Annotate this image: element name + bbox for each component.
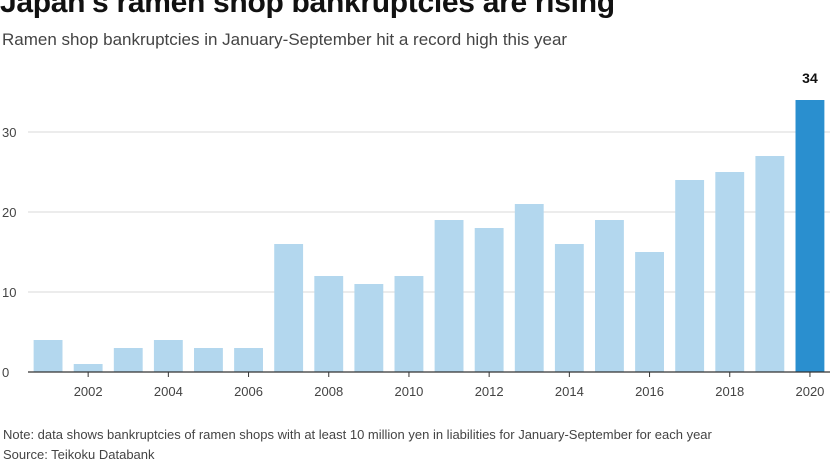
x-tick-label: 2012 [475,384,504,399]
y-axis-ticks: 0 10 20 30 [2,125,16,380]
bar-2012 [474,228,504,372]
chart-title: Japan's ramen shop bankruptcies are risi… [0,0,615,19]
x-axis-ticks: 2002 2004 2006 2008 2010 2012 2014 2016 2018 2020 [28,371,830,399]
y-tick-label: 10 [2,285,16,300]
bars [33,100,825,372]
bar-2006 [234,348,263,372]
source-note: Source: Teikoku Databank [3,447,155,462]
y-tick-label: 20 [2,205,16,220]
y-tick-label: 30 [2,125,16,140]
bar-2001 [33,340,63,372]
bar-2013 [514,204,544,372]
data-labels: 34 [802,70,818,86]
footnote: Note: data shows bankruptcies of ramen s… [3,427,712,442]
bar-2018 [715,172,745,372]
grid-lines [28,131,830,293]
bar-2008 [314,276,344,372]
x-tick-label: 2006 [234,384,263,399]
bar-2002 [73,364,103,372]
x-tick-label: 2008 [314,384,343,399]
bar-2010 [394,276,424,372]
bar-2019 [755,156,785,372]
bar-2003 [113,348,143,372]
bar-2009 [354,284,384,372]
data-label-max: 34 [802,70,818,86]
bar-2007 [274,244,304,372]
x-tick-label: 2020 [795,384,824,399]
bar-chart: 0 10 20 30 2002 2004 2006 2008 2010 2012 2014 2016… [2,70,830,399]
x-tick-label: 2016 [635,384,664,399]
bar-2005 [194,348,223,372]
x-tick-label: 2004 [154,384,183,399]
bar-2015 [595,220,624,372]
bar-2017 [675,180,705,372]
bar-2016 [635,252,664,372]
x-tick-label: 2018 [715,384,744,399]
bar-2020 [795,100,825,372]
y-tick-label: 0 [2,365,9,380]
bar-2004 [153,340,183,372]
chart-subtitle: Ramen shop bankruptcies in January-Septe… [2,30,568,49]
x-tick-label: 2010 [394,384,423,399]
bar-2014 [554,244,584,372]
x-tick-label: 2014 [555,384,584,399]
bar-2011 [434,220,464,372]
x-tick-label: 2002 [74,384,103,399]
